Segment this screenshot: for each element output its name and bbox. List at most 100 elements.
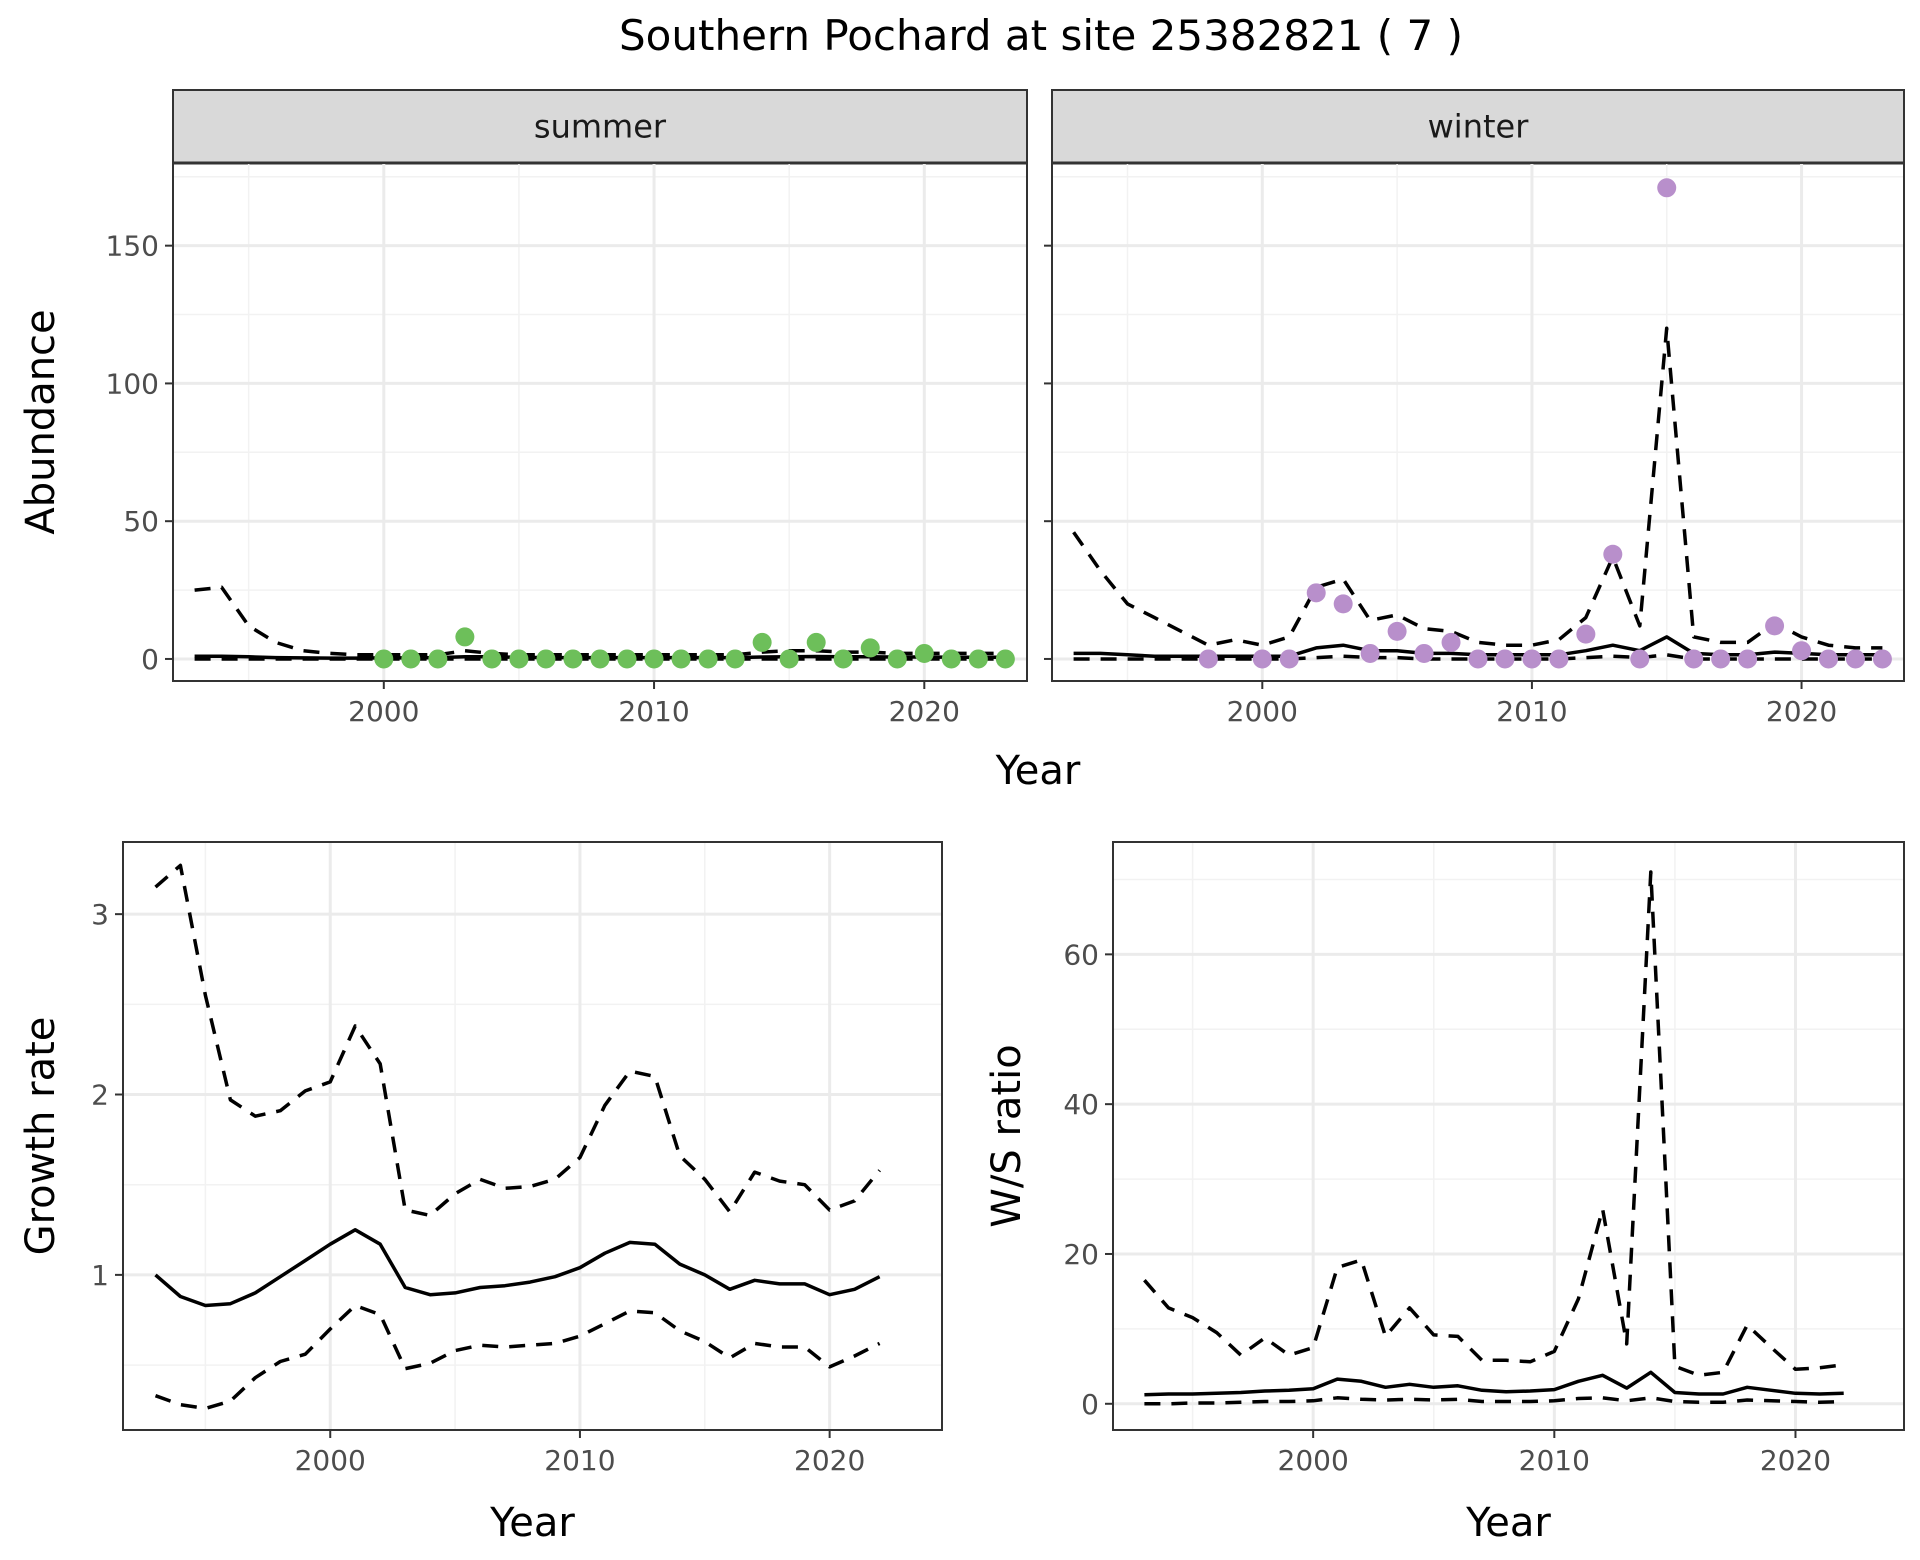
series-mean-line [154, 1228, 881, 1308]
panel-border [1112, 841, 1905, 1431]
panel-border [122, 841, 943, 1431]
data-point [914, 643, 934, 663]
data-point [887, 649, 907, 669]
facet-strip [172, 89, 1028, 164]
y-axis-title: Growth rate [18, 1017, 64, 1256]
facet-label: winter [1428, 108, 1530, 146]
y-tick-label: 100 [106, 367, 159, 400]
panel-border [1051, 162, 1905, 682]
data-point [482, 649, 502, 669]
y-tick-label: 40 [1063, 1088, 1099, 1121]
data-point [536, 649, 556, 669]
data-point [1414, 643, 1434, 663]
series-upper-line [1072, 326, 1883, 650]
data-point [1549, 649, 1569, 669]
x-tick-label: 2020 [889, 695, 960, 728]
data-point [455, 627, 475, 647]
data-point [1198, 649, 1218, 669]
y-tick-label: 60 [1063, 938, 1099, 971]
data-point [1657, 178, 1677, 198]
series-upper-line [154, 863, 881, 1218]
data-point [1630, 649, 1650, 669]
data-point [644, 649, 664, 669]
panel-border [172, 162, 1028, 682]
x-tick-label: 2010 [1496, 695, 1567, 728]
data-point [1306, 583, 1326, 603]
panel-abundance-winter: winter 2000 2010 2020 [1044, 89, 1905, 728]
data-point [617, 649, 637, 669]
x-axis-title: Year [489, 1500, 575, 1546]
data-point [968, 649, 988, 669]
data-point [1279, 649, 1299, 669]
data-point [1765, 616, 1785, 636]
x-tick-label: 2000 [1227, 695, 1298, 728]
data-point [563, 649, 583, 669]
x-tick-label: 2010 [1519, 1444, 1590, 1477]
data-point [752, 632, 772, 652]
x-axis-title: Year [1465, 1500, 1551, 1546]
series-lower-line [154, 1303, 881, 1411]
figure-title: Southern Pochard at site 25382821 ( 7 ) [619, 11, 1463, 60]
x-tick-label: 2020 [794, 1444, 865, 1477]
data-point [1872, 649, 1892, 669]
data-point [1845, 649, 1865, 669]
data-point [1738, 649, 1758, 669]
y-tick-label: 0 [1081, 1388, 1099, 1421]
data-point [806, 632, 826, 652]
x-tick-label: 2020 [1760, 1444, 1831, 1477]
data-point [509, 649, 529, 669]
data-point [428, 649, 448, 669]
data-point [671, 649, 691, 669]
data-point [1441, 632, 1461, 652]
panel-ws-ratio: 2000 2010 2020 0 20 40 60 Year W/S ratio [984, 841, 1905, 1546]
series-lower-line [1144, 1396, 1844, 1406]
x-tick-label: 2000 [348, 695, 419, 728]
data-point [374, 649, 394, 669]
x-tick-label: 2000 [1278, 1444, 1349, 1477]
data-point [1792, 641, 1812, 661]
data-point [995, 649, 1015, 669]
series-mean-line [1144, 1370, 1844, 1397]
y-axis-title: W/S ratio [984, 1044, 1030, 1227]
x-tick-label: 2010 [618, 695, 689, 728]
y-tick-label: 0 [141, 643, 159, 676]
x-tick-label: 2000 [295, 1444, 366, 1477]
data-point [779, 649, 799, 669]
data-point [833, 649, 853, 669]
data-point [1576, 624, 1596, 644]
data-point [698, 649, 718, 669]
data-point [1522, 649, 1542, 669]
panel-abundance-summer: summer 2000 2010 2020 0 50 100 150 Abundance [18, 89, 1028, 728]
y-axis-title: Abundance [18, 309, 64, 534]
facet-label: summer [534, 108, 667, 146]
series-upper-line [1143, 870, 1844, 1378]
y-tick-label: 2 [91, 1079, 109, 1112]
panel-growth-rate: 2000 2010 2020 1 2 3 Year Growth rate [18, 841, 943, 1546]
data-point [1360, 643, 1380, 663]
x-tick-label: 2020 [1766, 695, 1837, 728]
facet-x-axis-title: Year [995, 748, 1081, 794]
data-point [1603, 544, 1623, 564]
y-tick-label: 20 [1063, 1238, 1099, 1271]
y-tick-label: 3 [91, 898, 109, 931]
data-point [941, 649, 961, 669]
data-point [1711, 649, 1731, 669]
data-point [1333, 594, 1353, 614]
data-point [1252, 649, 1272, 669]
data-point [1495, 649, 1515, 669]
data-point [1684, 649, 1704, 669]
y-tick-label: 50 [123, 505, 159, 538]
data-point [725, 649, 745, 669]
data-point [401, 649, 421, 669]
y-tick-label: 150 [106, 230, 159, 263]
facet-strip [1051, 89, 1905, 164]
x-tick-label: 2010 [544, 1444, 615, 1477]
y-tick-label: 1 [91, 1259, 109, 1292]
data-point [860, 638, 880, 658]
data-point [1468, 649, 1488, 669]
data-point [1387, 621, 1407, 641]
data-point [590, 649, 610, 669]
